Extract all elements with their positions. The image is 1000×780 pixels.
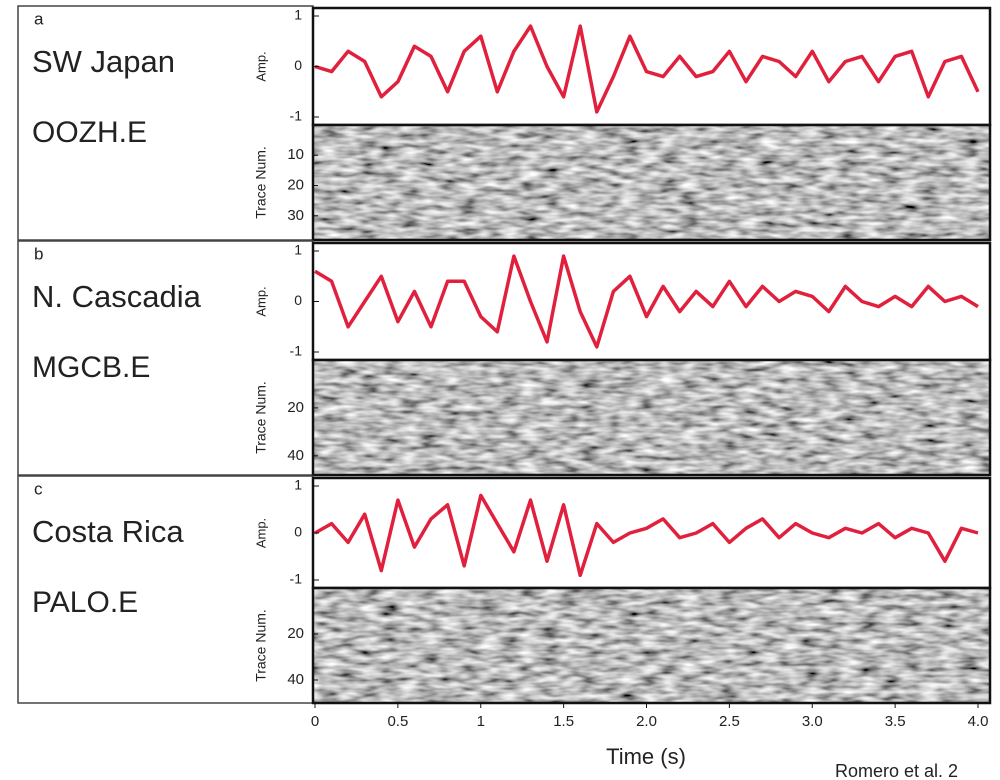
station: PALO.E <box>32 586 138 619</box>
amp-tick-label: 1 <box>294 477 302 493</box>
credit: Romero et al. 2 <box>835 761 958 780</box>
x-tick-label: 0 <box>311 713 319 730</box>
stack-trace <box>314 493 979 578</box>
x-tick-label: 1.5 <box>553 713 574 730</box>
x-tick-label: 3.5 <box>885 713 906 730</box>
amp-tick-label: -1 <box>290 343 303 359</box>
region: N. Cascadia <box>32 279 202 314</box>
trace-label: Trace Num. <box>253 609 269 682</box>
trace-frame <box>311 358 992 477</box>
station: MGCB.E <box>32 351 150 384</box>
x-tick-label: 0.5 <box>387 713 408 730</box>
amp-label: Amp. <box>253 286 268 316</box>
trace-image <box>313 588 990 703</box>
x-tick-label: 1 <box>477 713 485 730</box>
trace-tick-label: 20 <box>287 625 304 642</box>
trace-frame <box>311 123 992 242</box>
panel-letter: a <box>34 9 44 28</box>
amp-tick-label: 0 <box>294 57 302 73</box>
x-tick-label: 2.0 <box>636 713 657 730</box>
wave-panel <box>311 241 992 362</box>
x-tick-label: 2.5 <box>719 713 740 730</box>
amp-tick-label: 1 <box>294 242 302 258</box>
amp-tick-label: 0 <box>294 292 302 308</box>
x-tick-label: 4.0 <box>968 713 989 730</box>
trace-tick-label: 30 <box>287 207 304 224</box>
amp-tick-label: 1 <box>294 7 302 23</box>
trace-image <box>313 360 990 475</box>
panel-letter: b <box>34 244 43 263</box>
amp-tick-label: -1 <box>290 571 303 587</box>
trace-tick-label: 40 <box>287 671 304 688</box>
station: OOZH.E <box>32 116 147 149</box>
trace-tick-label: 20 <box>287 176 304 193</box>
trace-label: Trace Num. <box>253 146 269 219</box>
amp-label: Amp. <box>253 518 268 548</box>
x-axis-label: Time (s) <box>606 744 686 769</box>
amp-label: Amp. <box>253 51 268 81</box>
x-tick-label: 3.0 <box>802 713 823 730</box>
trace-tick-label: 40 <box>287 447 304 464</box>
trace-frame <box>311 586 992 705</box>
trace-tick-label: 10 <box>287 146 304 163</box>
trace-image <box>313 125 990 240</box>
trace-label: Trace Num. <box>253 381 269 454</box>
trace-tick-label: 20 <box>287 399 304 416</box>
wave-panel <box>311 476 992 590</box>
region: SW Japan <box>32 44 175 79</box>
amp-tick-label: -1 <box>290 108 303 124</box>
panel-letter: c <box>34 479 43 498</box>
amp-tick-label: 0 <box>294 524 302 540</box>
region: Costa Rica <box>32 514 184 549</box>
stack-trace <box>314 24 980 114</box>
stack-trace <box>314 254 979 349</box>
